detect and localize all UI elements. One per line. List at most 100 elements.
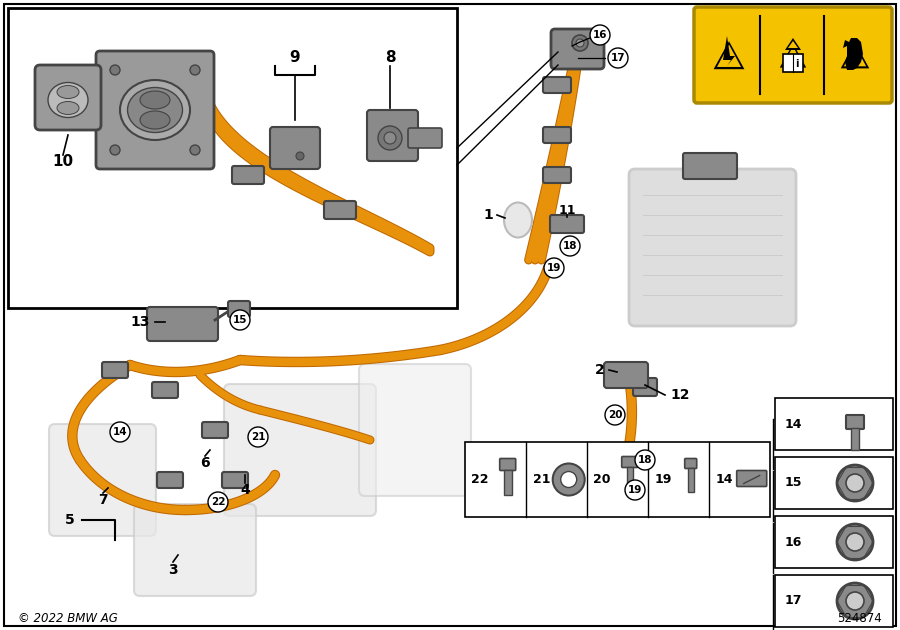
FancyBboxPatch shape [270, 127, 320, 169]
Circle shape [248, 427, 268, 447]
Text: i: i [796, 59, 799, 69]
FancyBboxPatch shape [694, 7, 892, 103]
Text: 19: 19 [547, 263, 562, 273]
Text: 19: 19 [628, 485, 643, 495]
Circle shape [560, 236, 580, 256]
FancyBboxPatch shape [232, 166, 264, 184]
Ellipse shape [48, 83, 88, 118]
Circle shape [625, 480, 645, 500]
Circle shape [561, 471, 577, 488]
Text: 14: 14 [716, 473, 733, 486]
Bar [851, 428, 859, 450]
Text: 17: 17 [785, 595, 803, 607]
Text: 19: 19 [654, 473, 672, 486]
FancyBboxPatch shape [551, 29, 604, 69]
FancyBboxPatch shape [846, 415, 864, 429]
FancyBboxPatch shape [543, 127, 571, 143]
Polygon shape [714, 41, 744, 69]
Text: 22: 22 [472, 473, 489, 486]
Bar [626, 466, 633, 495]
FancyBboxPatch shape [543, 167, 571, 183]
Bar [775, 457, 893, 509]
FancyBboxPatch shape [685, 459, 697, 469]
Text: 16: 16 [785, 536, 803, 549]
FancyBboxPatch shape [35, 65, 101, 130]
Text: 14: 14 [785, 418, 803, 430]
FancyBboxPatch shape [96, 51, 214, 169]
Polygon shape [779, 43, 806, 67]
FancyBboxPatch shape [408, 128, 442, 148]
Ellipse shape [57, 86, 79, 98]
Bar [775, 516, 893, 568]
Ellipse shape [140, 111, 170, 129]
FancyBboxPatch shape [134, 504, 256, 596]
Bar [688, 467, 694, 491]
FancyBboxPatch shape [324, 201, 356, 219]
Circle shape [384, 132, 396, 144]
FancyBboxPatch shape [152, 382, 178, 398]
Circle shape [190, 145, 200, 155]
Text: 15: 15 [785, 476, 803, 490]
Bar [465, 442, 770, 517]
Text: 17: 17 [611, 53, 625, 63]
Text: 4: 4 [240, 483, 250, 497]
FancyBboxPatch shape [157, 472, 183, 488]
Text: 18: 18 [562, 241, 577, 251]
FancyBboxPatch shape [543, 77, 571, 93]
FancyBboxPatch shape [629, 169, 796, 326]
Ellipse shape [504, 202, 532, 238]
Text: 18: 18 [638, 455, 652, 465]
Text: 8: 8 [384, 50, 395, 66]
Text: 14: 14 [112, 427, 127, 437]
FancyBboxPatch shape [222, 472, 248, 488]
FancyBboxPatch shape [783, 54, 803, 72]
FancyBboxPatch shape [202, 422, 228, 438]
Circle shape [378, 126, 402, 150]
Circle shape [846, 533, 864, 551]
FancyBboxPatch shape [633, 378, 657, 396]
FancyBboxPatch shape [737, 471, 767, 486]
Text: © 2022 BMW AG: © 2022 BMW AG [18, 612, 118, 624]
Text: 6: 6 [200, 456, 210, 470]
FancyBboxPatch shape [622, 457, 638, 467]
Circle shape [576, 39, 584, 47]
Text: 12: 12 [670, 388, 689, 402]
Text: 9: 9 [290, 50, 301, 66]
Circle shape [635, 450, 655, 470]
Circle shape [110, 65, 120, 75]
Bar [8, 8, 457, 308]
Text: 15: 15 [233, 315, 248, 325]
Circle shape [608, 48, 628, 68]
Circle shape [208, 492, 228, 512]
Polygon shape [783, 47, 804, 66]
Text: 10: 10 [52, 154, 74, 169]
Ellipse shape [57, 101, 79, 115]
Text: 11: 11 [558, 203, 576, 217]
Circle shape [544, 258, 564, 278]
Ellipse shape [140, 91, 170, 109]
FancyBboxPatch shape [102, 362, 128, 378]
Polygon shape [844, 45, 866, 66]
Bar [504, 469, 512, 495]
Polygon shape [788, 41, 798, 48]
Circle shape [553, 464, 585, 496]
Circle shape [230, 310, 250, 330]
Text: 5: 5 [65, 513, 75, 527]
Circle shape [296, 152, 304, 160]
Bar [775, 575, 893, 627]
Text: 524874: 524874 [837, 612, 882, 624]
Ellipse shape [128, 88, 183, 132]
FancyBboxPatch shape [224, 384, 376, 516]
Circle shape [590, 25, 610, 45]
Circle shape [110, 145, 120, 155]
Text: 2: 2 [595, 363, 605, 377]
Ellipse shape [120, 80, 190, 140]
Polygon shape [843, 38, 863, 70]
Text: 21: 21 [533, 473, 550, 486]
Text: 22: 22 [211, 497, 225, 507]
Text: 20: 20 [593, 473, 611, 486]
Polygon shape [841, 42, 869, 69]
FancyBboxPatch shape [550, 215, 584, 233]
FancyBboxPatch shape [604, 362, 648, 388]
Circle shape [837, 583, 873, 619]
